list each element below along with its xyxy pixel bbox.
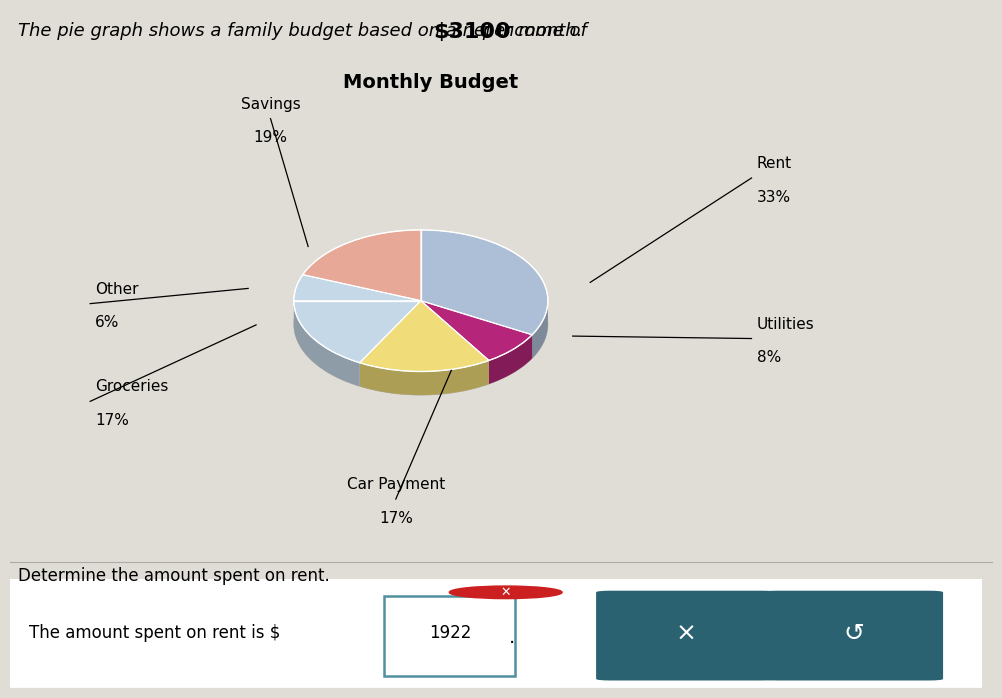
FancyBboxPatch shape <box>384 595 515 676</box>
Ellipse shape <box>294 253 548 395</box>
Polygon shape <box>360 360 489 395</box>
Polygon shape <box>489 335 532 384</box>
Text: per month.: per month. <box>477 22 582 40</box>
Text: .: . <box>509 628 515 647</box>
Polygon shape <box>294 274 421 301</box>
Text: The amount spent on rent is $: The amount spent on rent is $ <box>29 625 281 642</box>
Polygon shape <box>294 301 421 363</box>
Text: ✕: ✕ <box>500 586 511 599</box>
Polygon shape <box>303 230 421 301</box>
FancyBboxPatch shape <box>764 591 943 681</box>
Text: 6%: 6% <box>95 315 119 330</box>
Text: Monthly Budget: Monthly Budget <box>344 73 518 92</box>
Polygon shape <box>294 301 360 386</box>
Text: The pie graph shows a family budget based on a net income of: The pie graph shows a family budget base… <box>18 22 592 40</box>
Text: 17%: 17% <box>95 413 129 428</box>
Text: ↺: ↺ <box>843 621 864 646</box>
Text: Rent: Rent <box>757 156 792 171</box>
Text: Other: Other <box>95 282 138 297</box>
Text: 33%: 33% <box>757 190 791 205</box>
FancyBboxPatch shape <box>0 578 992 689</box>
FancyBboxPatch shape <box>596 591 776 681</box>
Polygon shape <box>421 230 548 335</box>
Polygon shape <box>532 302 548 358</box>
Text: 8%: 8% <box>757 350 781 365</box>
Text: Groceries: Groceries <box>95 380 168 394</box>
Text: $3100: $3100 <box>434 22 511 43</box>
Text: 19%: 19% <box>254 131 288 145</box>
Text: Determine the amount spent on rent.: Determine the amount spent on rent. <box>18 567 330 585</box>
Circle shape <box>449 586 562 599</box>
Polygon shape <box>360 301 489 371</box>
Polygon shape <box>421 301 532 360</box>
Text: Savings: Savings <box>240 97 301 112</box>
Text: 1922: 1922 <box>429 625 472 642</box>
Text: ×: × <box>676 621 697 646</box>
Text: Car Payment: Car Payment <box>347 477 445 492</box>
Text: 17%: 17% <box>379 511 413 526</box>
Text: Utilities: Utilities <box>757 317 815 332</box>
